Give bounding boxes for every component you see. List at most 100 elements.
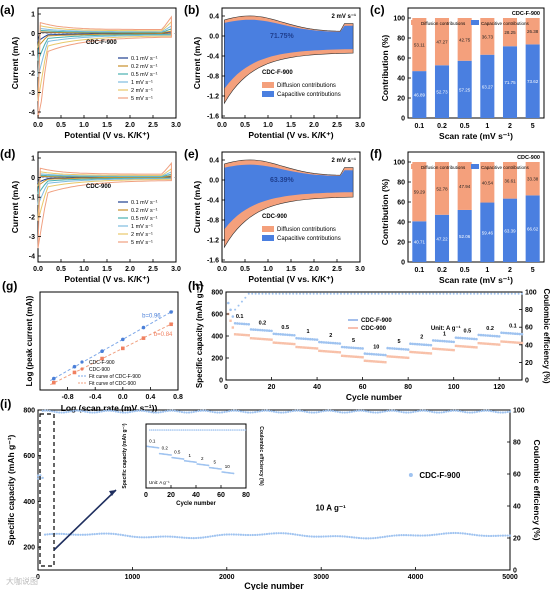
panel-i-inset-efficiency-point [188, 429, 190, 431]
panel-h-capacity-point [397, 347, 401, 351]
panel-i-inset-xtick-label: 80 [242, 492, 250, 499]
panel-i-capacity-point [133, 535, 136, 538]
panel-h-efficiency-point [374, 292, 377, 295]
panel-i-efficiency-point [237, 409, 240, 413]
panel-i-capacity-point [362, 537, 365, 540]
panel-i-ytick-label: 800 [23, 408, 35, 415]
panel-i-efficiency-point [178, 410, 181, 413]
panel-h-capacity-point [363, 359, 367, 362]
panel-h-capacity-point [395, 347, 399, 351]
panel-i-efficiency-point [490, 410, 493, 413]
panel-i-efficiency-point [102, 409, 106, 413]
panel-d-legend-label: 0.2 mV s⁻¹ [131, 208, 158, 214]
panel-i-inset-point [157, 446, 160, 449]
panel-h-rate-label: 5 [352, 338, 355, 344]
panel-h-capacity-point [336, 350, 339, 354]
panel-i-efficiency-point [386, 409, 389, 413]
panel-i-inset-xtick-label: 20 [167, 492, 175, 499]
panel-i-xtick-label: 1000 [125, 574, 141, 581]
panel-c-ytick-label: 60 [397, 56, 405, 63]
panel-i-capacity-point [428, 534, 431, 537]
panel-h-capacity-point [481, 333, 485, 337]
panel-c-xtick-label: 0.1 [414, 123, 424, 130]
panel-i-inset-rate-label: 10 [225, 464, 231, 469]
panel-i-efficiency-point [88, 411, 92, 414]
panel-i-capacity-point [426, 534, 429, 537]
panel-i-capacity-point [41, 476, 44, 479]
panel-h-capacity-point [459, 345, 462, 348]
panel-i-efficiency-point [204, 409, 207, 412]
panel-i-efficiency-point [324, 409, 328, 412]
panel-h-capacity-point [327, 350, 330, 353]
panel-i-capacity-point [185, 536, 188, 539]
panel-i-efficiency-point [478, 410, 481, 413]
panel-i-efficiency-point [53, 410, 56, 413]
panel-i-capacity-point [190, 536, 193, 540]
panel-i-inset-efficiency-point [205, 429, 207, 431]
panel-h-capacity-point [240, 333, 244, 336]
panel-i-capacity-point [466, 532, 469, 536]
panel-g-point [52, 380, 56, 385]
panel-f-bar-label-capacitive: 63.39 [504, 228, 516, 233]
panel-i-efficiency-point [442, 411, 446, 414]
panel-h-efficiency-point [425, 292, 428, 295]
panel-h-efficiency-point [285, 292, 288, 295]
panel-h-capacity-point [507, 331, 510, 335]
panel-i-capacity-point [180, 536, 184, 539]
panel-i-capacity-point [291, 533, 294, 536]
panel-h-rate-label: 5 [398, 339, 401, 345]
panel-h-efficiency-point [497, 292, 500, 295]
panel-h-right-ytick-label: 80 [525, 307, 533, 314]
panel-i-inset-efficiency-point [227, 429, 230, 431]
panel-i-capacity-point [128, 535, 132, 538]
panel-f-bar-label-capacitive: 66.62 [527, 227, 539, 232]
panel-h-capacity-point [452, 348, 455, 352]
panel-h-capacity-point [372, 360, 376, 363]
panel-label: (f) [370, 147, 382, 161]
panel-h-efficiency-point [302, 292, 305, 295]
panel-f-bar-label-capacitive: 47.22 [436, 236, 448, 241]
panel-h-capacity-point [390, 347, 394, 350]
panel-h-capacity-point [509, 332, 512, 335]
panel-h-capacity-point [479, 333, 483, 337]
panel-i-capacity-point [246, 533, 250, 537]
panel-i-capacity-point [416, 534, 420, 537]
panel-h-efficiency-point [449, 292, 452, 295]
panel-h-efficiency-point [510, 292, 513, 295]
panel-i-inset-efficiency-point [216, 429, 219, 431]
panel-h-efficiency-point [377, 292, 380, 295]
panel-i-efficiency-point [60, 411, 63, 414]
panel-i-inset-efficiency-point [162, 429, 164, 431]
panel-i-inset-efficiency-point [175, 429, 177, 431]
panel-h-capacity-point [299, 346, 303, 349]
panel-h-capacity-point [263, 337, 266, 341]
panel-h-capacity-point [233, 321, 237, 325]
panel-f-legend-label: Diffusion contributions [421, 165, 466, 170]
panel-h-capacity-point [302, 337, 305, 340]
panel-h-capacity-point [434, 339, 437, 342]
panel-i-efficiency-point [464, 411, 467, 414]
panel-i-efficiency-point [282, 411, 285, 414]
panel-f-ytick-label: 20 [397, 240, 405, 247]
panel-c-bar-capacitive [434, 65, 450, 118]
panel-i-inset-efficiency-point [237, 429, 239, 431]
panel-h-capacity-point [343, 345, 346, 349]
panel-i-efficiency-point [48, 409, 51, 413]
panel-i-capacity-point [48, 533, 51, 536]
panel-i-inset-efficiency-point [193, 429, 196, 431]
panel-h-efficiency-point [353, 292, 356, 295]
panel-h-capacity-point [265, 338, 269, 341]
panel-i-capacity-point [284, 532, 287, 535]
panel-d-ytick-label: 1 [31, 156, 35, 163]
panel-i-capacity-point [36, 477, 40, 480]
panel-h-rate-label: 0.1 [236, 314, 244, 320]
panel-h-capacity-point [504, 331, 508, 335]
panel-a-ytick-label: -1 [29, 51, 35, 58]
panel-e-xtick-label: 1.0 [263, 266, 273, 273]
panel-i-efficiency-point [62, 411, 66, 414]
panel-b-xtick-label: 1.0 [263, 122, 273, 129]
panel-c-bar-diffusion [525, 18, 540, 45]
panel-h-capacity-point [329, 350, 332, 353]
panel-h-efficiency-point [507, 292, 510, 295]
panel-i-efficiency-point [100, 410, 103, 413]
